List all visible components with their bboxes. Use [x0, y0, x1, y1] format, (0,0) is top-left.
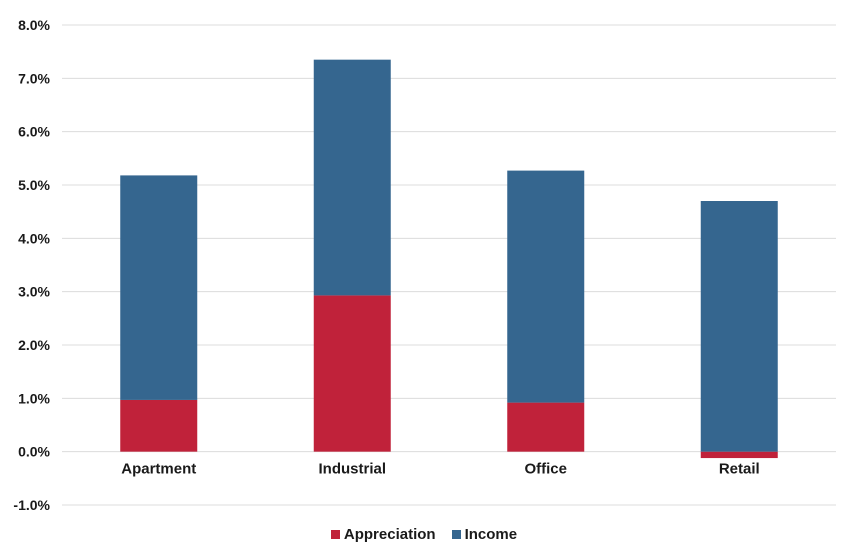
x-category-label: Retail	[719, 461, 760, 478]
bar-appreciation-office	[507, 402, 585, 452]
legend-label-appreciation: Appreciation	[343, 526, 436, 543]
stacked-bar-chart: -1.0% 0.0% 1.0% 2.0% 3.0% 4.0% 5.0% 6.0% 7.0% 8.0…	[13, 17, 836, 513]
legend-item-appreciation: Appreciation	[330, 526, 436, 543]
x-category-label: Industrial	[318, 461, 386, 478]
bar-income-apartment	[120, 175, 198, 400]
y-tick-label: 8.0%	[18, 17, 50, 33]
bars	[120, 59, 778, 459]
x-axis-categories: Apartment Industrial Office Retail	[121, 461, 759, 478]
legend-swatch-appreciation	[330, 530, 340, 539]
y-tick-label: 1.0%	[18, 390, 50, 406]
y-tick-label: 3.0%	[18, 284, 50, 300]
y-tick-label: 5.0%	[18, 177, 50, 193]
y-axis-ticks: -1.0% 0.0% 1.0% 2.0% 3.0% 4.0% 5.0% 6.0% 7.0% 8.0…	[13, 17, 50, 513]
y-tick-label: 4.0%	[18, 230, 50, 246]
y-tick-label: 7.0%	[18, 70, 50, 86]
x-category-label: Apartment	[121, 461, 196, 478]
legend-item-income: Income	[451, 526, 518, 543]
x-category-label: Office	[524, 461, 567, 478]
bar-income-office	[507, 170, 585, 403]
bar-income-retail	[700, 201, 778, 452]
legend-label-income: Income	[464, 526, 518, 543]
legend: Appreciation Income	[0, 526, 848, 543]
y-tick-label: 2.0%	[18, 337, 50, 353]
legend-swatch-income	[451, 530, 461, 539]
y-tick-label: 0.0%	[18, 444, 50, 460]
y-tick-label: 6.0%	[18, 124, 50, 140]
bar-appreciation-industrial	[313, 295, 391, 452]
bar-appreciation-apartment	[120, 399, 198, 452]
y-tick-label: -1.0%	[13, 497, 50, 513]
bar-income-industrial	[313, 59, 391, 296]
bar-appreciation-retail	[700, 451, 778, 459]
